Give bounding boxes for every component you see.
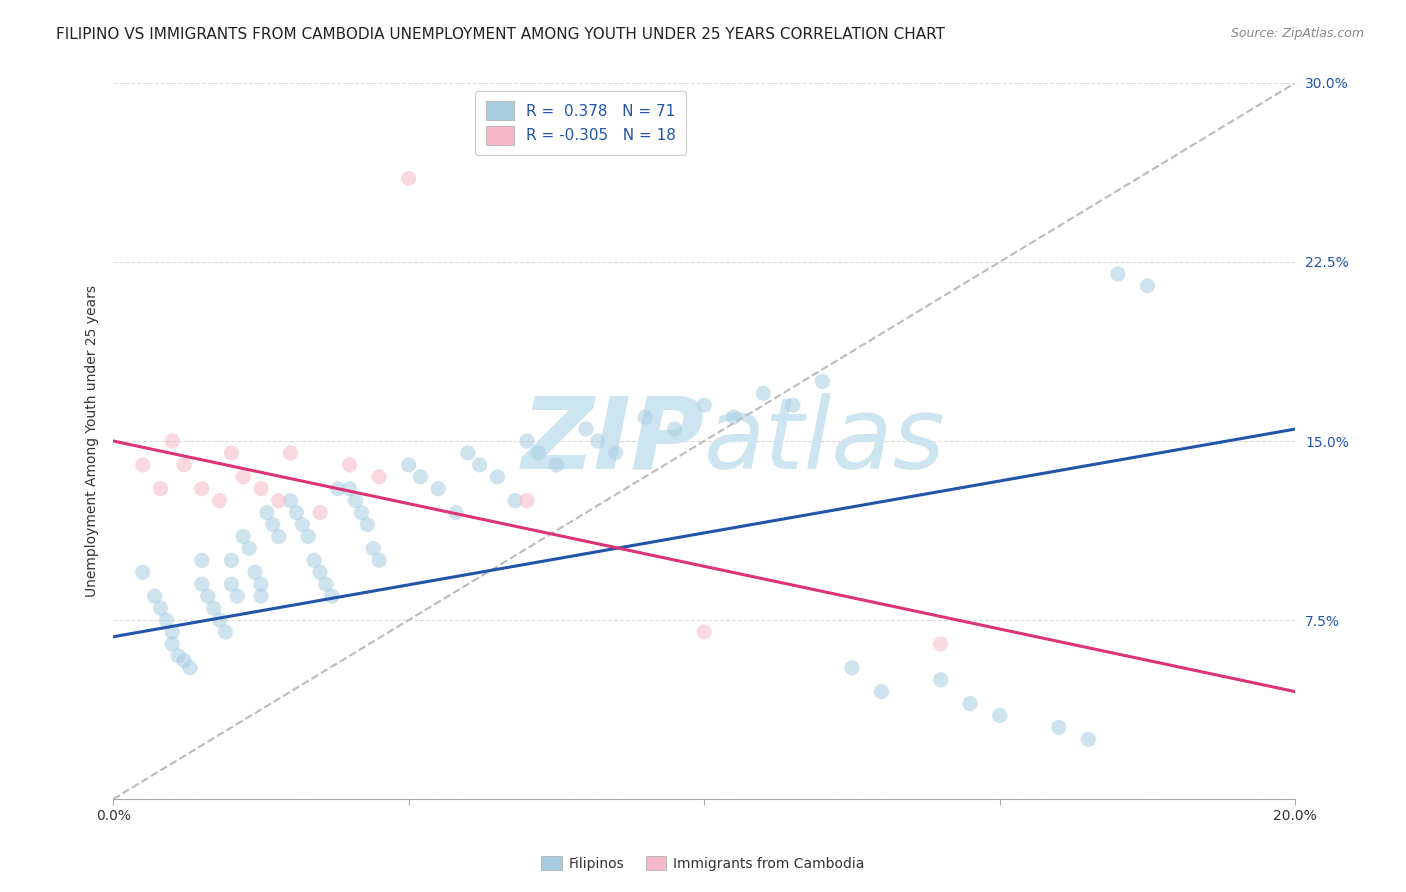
Point [929, 637, 952, 651]
Point [232, 470, 254, 484]
Point [167, 648, 190, 663]
Point [723, 410, 745, 425]
Point [226, 589, 249, 603]
Point [309, 566, 332, 580]
Point [221, 446, 243, 460]
Point [250, 577, 273, 591]
Point [208, 613, 231, 627]
Point [191, 577, 214, 591]
Point [1136, 278, 1159, 293]
Point [280, 446, 302, 460]
Point [339, 482, 361, 496]
Point [232, 529, 254, 543]
Point [486, 470, 509, 484]
Point [339, 458, 361, 472]
Point [132, 458, 155, 472]
Point [344, 493, 367, 508]
Point [516, 493, 538, 508]
Legend: R =  0.378   N = 71, R = -0.305   N = 18: R = 0.378 N = 71, R = -0.305 N = 18 [475, 91, 686, 155]
Point [208, 493, 231, 508]
Point [149, 601, 172, 615]
Text: Source: ZipAtlas.com: Source: ZipAtlas.com [1230, 27, 1364, 40]
Y-axis label: Unemployment Among Youth under 25 years: Unemployment Among Youth under 25 years [86, 285, 100, 597]
Point [326, 482, 349, 496]
Point [202, 601, 225, 615]
Point [546, 458, 568, 472]
Point [361, 541, 384, 556]
Point [250, 482, 273, 496]
Point [179, 661, 201, 675]
Point [267, 493, 290, 508]
Point [503, 493, 526, 508]
Point [811, 374, 834, 388]
Point [191, 553, 214, 567]
Text: FILIPINO VS IMMIGRANTS FROM CAMBODIA UNEMPLOYMENT AMONG YOUTH UNDER 25 YEARS COR: FILIPINO VS IMMIGRANTS FROM CAMBODIA UNE… [56, 27, 945, 42]
Point [605, 446, 627, 460]
Point [143, 589, 166, 603]
Point [315, 577, 337, 591]
Point [256, 506, 278, 520]
Point [988, 708, 1011, 723]
Point [1047, 721, 1070, 735]
Point [191, 482, 214, 496]
Point [321, 589, 343, 603]
Point [782, 398, 804, 412]
Point [1107, 267, 1129, 281]
Point [368, 470, 391, 484]
Point [221, 577, 243, 591]
Point [398, 458, 420, 472]
Point [132, 566, 155, 580]
Point [350, 506, 373, 520]
Point [267, 529, 290, 543]
Point [173, 654, 195, 668]
Point [356, 517, 378, 532]
Point [409, 470, 432, 484]
Point [841, 661, 863, 675]
Point [262, 517, 284, 532]
Point [221, 553, 243, 567]
Point [149, 482, 172, 496]
Point [297, 529, 319, 543]
Point [162, 434, 184, 448]
Point [527, 446, 550, 460]
Point [197, 589, 219, 603]
Point [959, 697, 981, 711]
Point [457, 446, 479, 460]
Point [291, 517, 314, 532]
Point [302, 553, 325, 567]
Point [155, 613, 177, 627]
Point [444, 506, 467, 520]
Point [586, 434, 609, 448]
Point [243, 566, 266, 580]
Point [280, 493, 302, 508]
Point [1077, 732, 1099, 747]
Point [870, 684, 893, 698]
Point [929, 673, 952, 687]
Text: ZIP: ZIP [522, 392, 704, 490]
Point [427, 482, 450, 496]
Point [398, 171, 420, 186]
Point [468, 458, 491, 472]
Text: atlas: atlas [704, 392, 946, 490]
Point [162, 624, 184, 639]
Point [516, 434, 538, 448]
Point [214, 624, 236, 639]
Point [368, 553, 391, 567]
Point [693, 624, 716, 639]
Point [634, 410, 657, 425]
Point [162, 637, 184, 651]
Point [575, 422, 598, 436]
Point [285, 506, 308, 520]
Point [752, 386, 775, 401]
Point [309, 506, 332, 520]
Point [693, 398, 716, 412]
Point [250, 589, 273, 603]
Point [664, 422, 686, 436]
Point [238, 541, 260, 556]
Legend: Filipinos, Immigrants from Cambodia: Filipinos, Immigrants from Cambodia [536, 850, 870, 876]
Point [173, 458, 195, 472]
